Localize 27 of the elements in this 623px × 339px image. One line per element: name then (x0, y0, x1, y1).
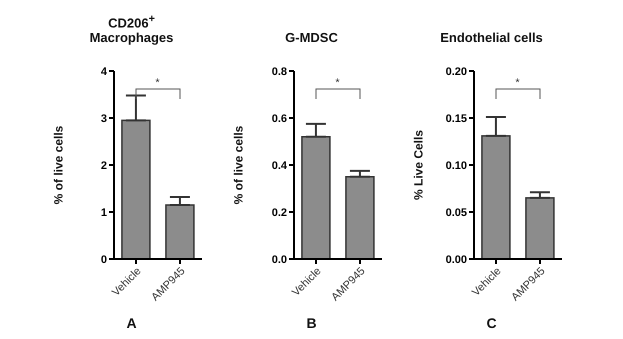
chart-title: G-MDSC (285, 30, 338, 45)
y-tick-label: 4 (100, 66, 108, 78)
y-tick-label: 0 (100, 254, 106, 266)
annotation: * (334, 77, 341, 89)
chart-title: CD206$^{+}$ Macrophages (88, 12, 174, 45)
y-tick-label: 3 (100, 112, 106, 125)
y-tick-label: 0.2 (271, 206, 286, 219)
chart-title: Endothelial cells (440, 30, 543, 45)
annotation: * (514, 77, 521, 89)
y-axis-title: % of live cells (230, 125, 245, 204)
y-axis-title: % Live Cells (410, 130, 425, 200)
text: A (126, 315, 137, 331)
y-tick-label: 0.10 (445, 160, 466, 172)
annotation: * (154, 77, 161, 89)
text: C (486, 315, 497, 331)
y-tick-label: 1 (100, 206, 106, 219)
y-axis-title: % of live cells (50, 125, 65, 204)
y-tick-label: 2 (100, 160, 106, 172)
y-tick-label: 0.4 (271, 160, 288, 172)
y-tick-label: 0.05 (445, 206, 466, 219)
y-tick-label: 0.8 (271, 66, 286, 78)
y-tick-label: 0.15 (445, 112, 466, 125)
y-tick-label: 0.0 (271, 254, 286, 266)
y-tick-label: 0.20 (445, 66, 466, 78)
text: B (306, 315, 317, 331)
y-tick-label: 0.00 (445, 254, 466, 266)
y-tick-label: 0.6 (271, 112, 286, 125)
